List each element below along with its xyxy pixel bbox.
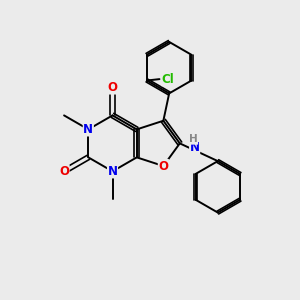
Text: H: H bbox=[189, 134, 198, 144]
Text: N: N bbox=[83, 123, 93, 136]
Text: O: O bbox=[107, 81, 118, 94]
Text: Cl: Cl bbox=[161, 73, 174, 85]
Text: O: O bbox=[158, 160, 168, 172]
Text: N: N bbox=[190, 141, 200, 154]
Text: O: O bbox=[59, 165, 69, 178]
Text: N: N bbox=[107, 165, 118, 178]
